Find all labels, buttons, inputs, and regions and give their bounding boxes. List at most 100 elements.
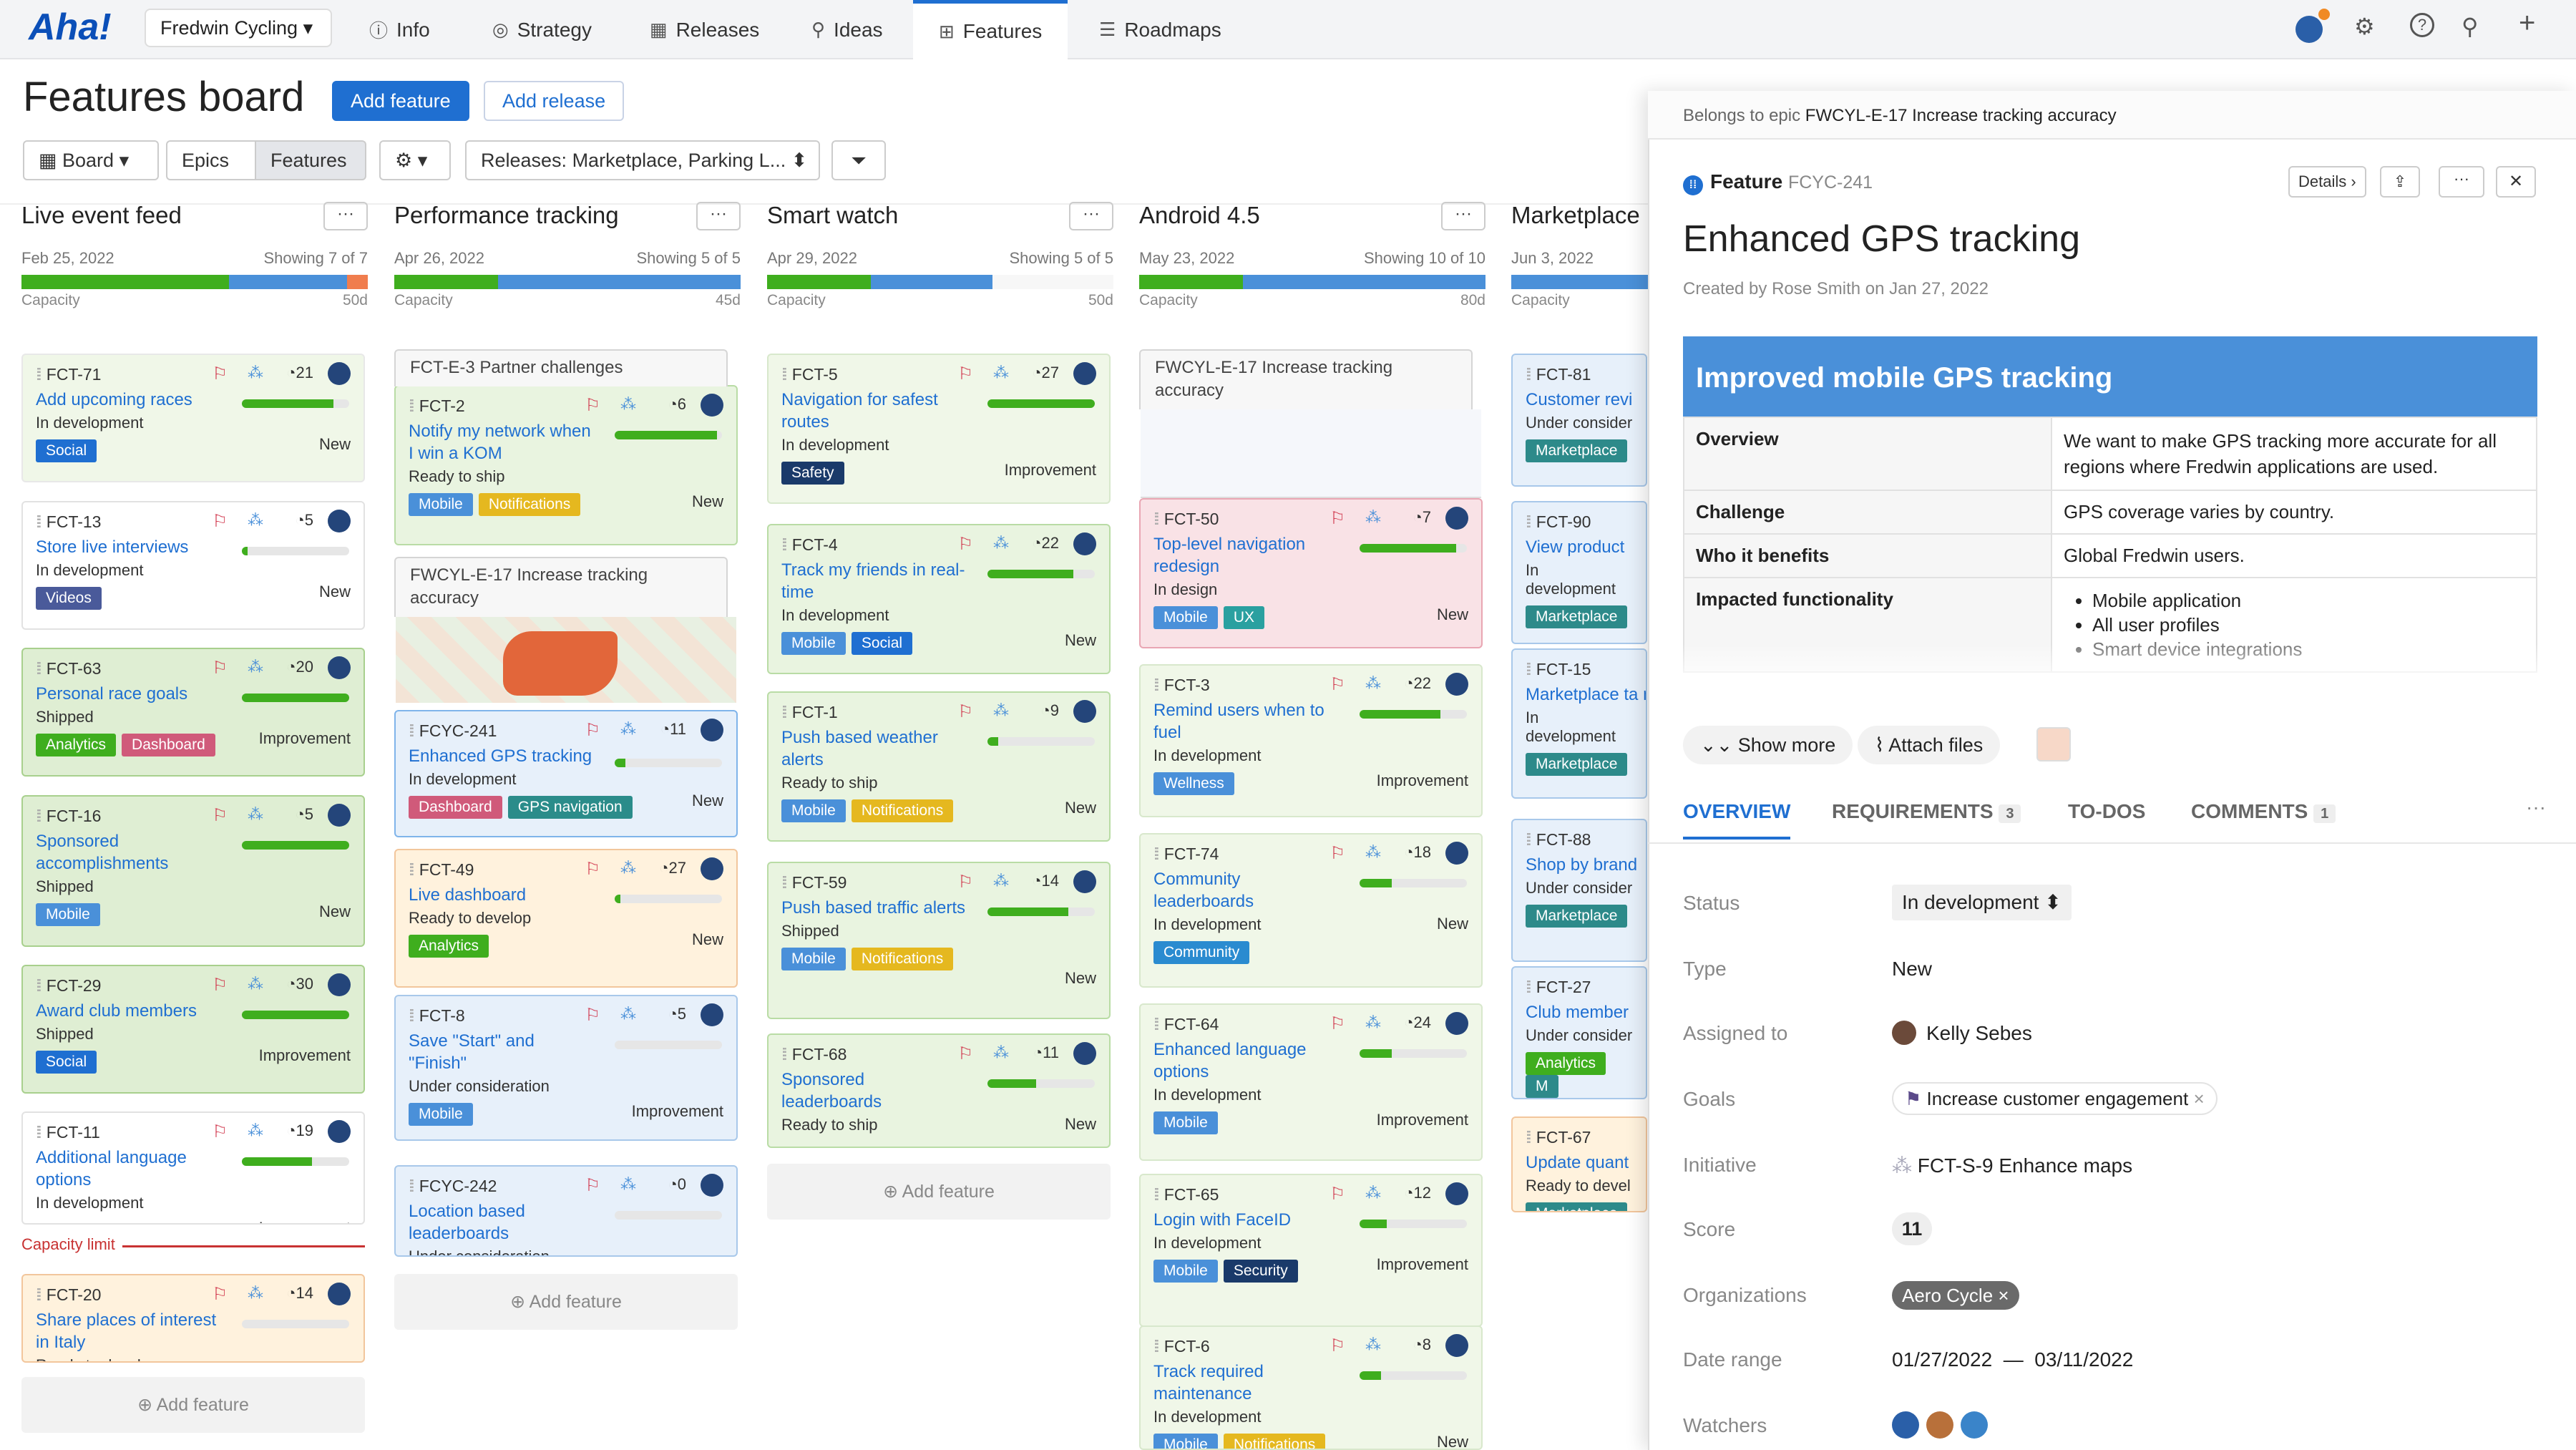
tag-chip[interactable]: Mobile <box>781 799 846 822</box>
remove-icon[interactable]: × <box>1998 1285 2009 1306</box>
plus-icon[interactable]: + <box>2519 7 2536 39</box>
tag-chip[interactable]: GPS navigation <box>507 796 633 819</box>
column-title[interactable]: Performance tracking <box>394 202 619 228</box>
tag-chip[interactable]: Marketplace <box>1526 905 1628 928</box>
tag-chip[interactable]: Social <box>36 439 97 462</box>
feature-card[interactable]: FCT-50 Top-level navigation redesign In de… <box>1139 498 1483 648</box>
feature-card[interactable]: FCT-16 Sponsored accomplishments Shipped ⚐ ⁂… <box>21 795 365 947</box>
details-button[interactable]: Details › <box>2288 166 2366 198</box>
type-value[interactable]: New <box>1892 958 1933 980</box>
column-more-icon[interactable]: ··· <box>1069 202 1113 230</box>
tag-chip[interactable]: Analytics <box>1526 1052 1606 1075</box>
column-title[interactable]: Android 4.5 <box>1139 202 1260 228</box>
card-name[interactable]: Track my friends in real-time <box>781 560 965 602</box>
features-toggle[interactable]: Features <box>255 140 366 180</box>
help-icon[interactable]: ? <box>2410 13 2434 37</box>
tag-chip[interactable]: Videos <box>36 587 102 610</box>
attach-files-button[interactable]: ⌇ Attach files <box>1858 726 2001 764</box>
feature-card[interactable]: FCT-6 Track required maintenance In develo… <box>1139 1325 1483 1450</box>
card-name[interactable]: Enhanced GPS tracking <box>409 746 592 766</box>
add-feature-button[interactable]: Add feature <box>332 81 469 121</box>
aha-logo[interactable]: Aha! <box>29 6 112 48</box>
card-name[interactable]: Sponsored leaderboards <box>781 1070 882 1111</box>
feature-card[interactable]: FCYC-242 Location based leaderboards Under… <box>394 1165 738 1257</box>
tag-chip[interactable]: Mobile <box>36 903 100 926</box>
feature-card[interactable]: FCT-5 Navigation for safest routes In deve… <box>767 354 1111 504</box>
card-name[interactable]: Marketplace ta mobile <box>1526 685 1646 704</box>
card-name[interactable]: Push based weather alerts <box>781 728 938 769</box>
nav-ideas[interactable]: ⚲ Ideas <box>811 18 883 41</box>
add-feature-button[interactable]: ⊕ Add feature <box>21 1377 365 1433</box>
column-more-icon[interactable]: ··· <box>1441 202 1485 230</box>
feature-card[interactable]: FCYC-241 Enhanced GPS tracking In developm… <box>394 710 738 837</box>
tag-chip[interactable]: Marketplace <box>1526 439 1628 462</box>
watcher-avatar[interactable] <box>1892 1411 1919 1439</box>
tag-chip[interactable]: Mobile <box>1153 1260 1218 1283</box>
tab-overview[interactable]: OVERVIEW <box>1683 800 1791 822</box>
gear-icon[interactable]: ⚙ <box>2354 14 2375 39</box>
tag-chip[interactable]: Marketplace <box>1526 1202 1628 1211</box>
card-name[interactable]: Enhanced language options <box>1153 1040 1307 1081</box>
feature-card[interactable]: FCT-4 Track my friends in real-time In dev… <box>767 524 1111 674</box>
tag-chip[interactable]: Mobile <box>781 948 846 970</box>
filter-icon[interactable]: ⏷ <box>831 140 886 180</box>
feature-card[interactable]: FCT-68 Sponsored leaderboards Ready to shi… <box>767 1033 1111 1148</box>
date-range-value[interactable]: 01/27/2022 — 03/11/2022 <box>1892 1348 2134 1371</box>
tag-chip[interactable]: M <box>1526 1075 1558 1098</box>
feature-card[interactable]: FCT-74 Community leaderboards In developme… <box>1139 833 1483 988</box>
status-dropdown[interactable]: In development ⬍ <box>1892 885 2072 920</box>
card-name[interactable]: Login with FaceID <box>1153 1210 1292 1230</box>
feature-card[interactable]: FCT-59 Push based traffic alerts Shipped ⚐ ⁂… <box>767 862 1111 1019</box>
search-icon[interactable]: ⚲ <box>2462 14 2479 39</box>
feature-card[interactable]: FCT-63 Personal race goals Shipped ⚐ ⁂ ◔20 Imp… <box>21 648 365 777</box>
watcher-avatar[interactable] <box>1961 1411 1988 1439</box>
tag-chip[interactable]: Mobile <box>1153 606 1218 629</box>
card-name[interactable]: Top-level navigation redesign <box>1153 535 1306 576</box>
tag-chip[interactable]: Analytics <box>36 734 117 756</box>
show-more-button[interactable]: ⌄⌄ Show more <box>1683 726 1853 764</box>
goal-chip[interactable]: ⚑ Increase customer engagement × <box>1892 1082 2218 1115</box>
column-title[interactable]: Live event feed <box>21 202 182 228</box>
card-name[interactable]: Share places of interest in Italy <box>36 1310 217 1352</box>
tag-chip[interactable]: Community <box>1153 941 1250 964</box>
feature-card[interactable]: FCT-65 Login with FaceID In development ⚐ ⁂ ◔… <box>1139 1174 1483 1327</box>
more-icon[interactable]: ··· <box>2439 166 2484 198</box>
card-name[interactable]: Live dashboard <box>409 885 527 905</box>
tag-chip[interactable]: Mobile <box>1153 1111 1218 1134</box>
epic-header[interactable]: FCT-E-3 Partner challenges <box>394 349 728 386</box>
epic-header[interactable]: FWCYL-E-17 Increase tracking accuracy <box>1139 349 1473 409</box>
column-more-icon[interactable]: ··· <box>323 202 368 230</box>
card-name[interactable]: Remind users when to fuel <box>1153 701 1324 742</box>
tag-chip[interactable]: Social <box>851 632 913 655</box>
tab-todos[interactable]: TO-DOS <box>2068 800 2146 822</box>
attachment-thumbnail[interactable] <box>2036 727 2071 762</box>
feature-card[interactable]: FCT-8 Save "Start" and "Finish" Under cons… <box>394 995 738 1141</box>
feature-card[interactable]: FCT-3 Remind users when to fuel In develop… <box>1139 664 1483 817</box>
card-name[interactable]: Add upcoming races <box>36 390 192 409</box>
settings-dropdown[interactable]: ⚙ ▾ <box>379 140 451 180</box>
feature-card[interactable]: FCT-11 Additional language options In deve… <box>21 1111 365 1225</box>
organization-chip[interactable]: Aero Cycle × <box>1892 1281 2019 1310</box>
feature-card[interactable]: FCT-88 Shop by brand Under consider Marketp… <box>1511 819 1647 962</box>
tag-chip[interactable]: Wellness <box>1153 772 1234 795</box>
score-badge[interactable]: 11 <box>1892 1212 1932 1245</box>
card-name[interactable]: Store live interviews <box>36 537 189 557</box>
tag-chip[interactable]: Safety <box>781 462 844 485</box>
tag-chip[interactable]: Mobile <box>1153 1434 1218 1449</box>
tag-chip[interactable]: Notifications <box>1223 1434 1326 1449</box>
feature-card[interactable]: FCT-27 Club member Under consider Analytics… <box>1511 966 1647 1099</box>
releases-filter[interactable]: Releases: Marketplace, Parking L... ⬍ <box>465 140 820 180</box>
epic-header[interactable]: FWCYL-E-17 Increase tracking accuracy <box>394 557 728 617</box>
tag-chip[interactable]: Dashboard <box>122 734 215 756</box>
column-title[interactable]: Smart watch <box>767 202 899 228</box>
feature-card[interactable]: FCT-20 Share places of interest in Italy R… <box>21 1274 365 1363</box>
feature-card[interactable]: FCT-2 Notify my network when I win a KOM R… <box>394 385 738 545</box>
card-name[interactable]: Sponsored accomplishments <box>36 832 169 873</box>
feature-card[interactable]: FCT-67 Update quant Ready to devel Marketpl… <box>1511 1116 1647 1212</box>
tab-comments[interactable]: COMMENTS 1 <box>2191 800 2336 823</box>
card-name[interactable]: Location based leaderboards <box>409 1202 525 1243</box>
feature-card[interactable]: FCT-90 View product In development Marketpl… <box>1511 501 1647 644</box>
card-name[interactable]: Save "Start" and "Finish" <box>409 1031 535 1073</box>
assignee-value[interactable]: Kelly Sebes <box>1926 1022 2032 1044</box>
tag-chip[interactable]: Analytics <box>409 935 489 958</box>
